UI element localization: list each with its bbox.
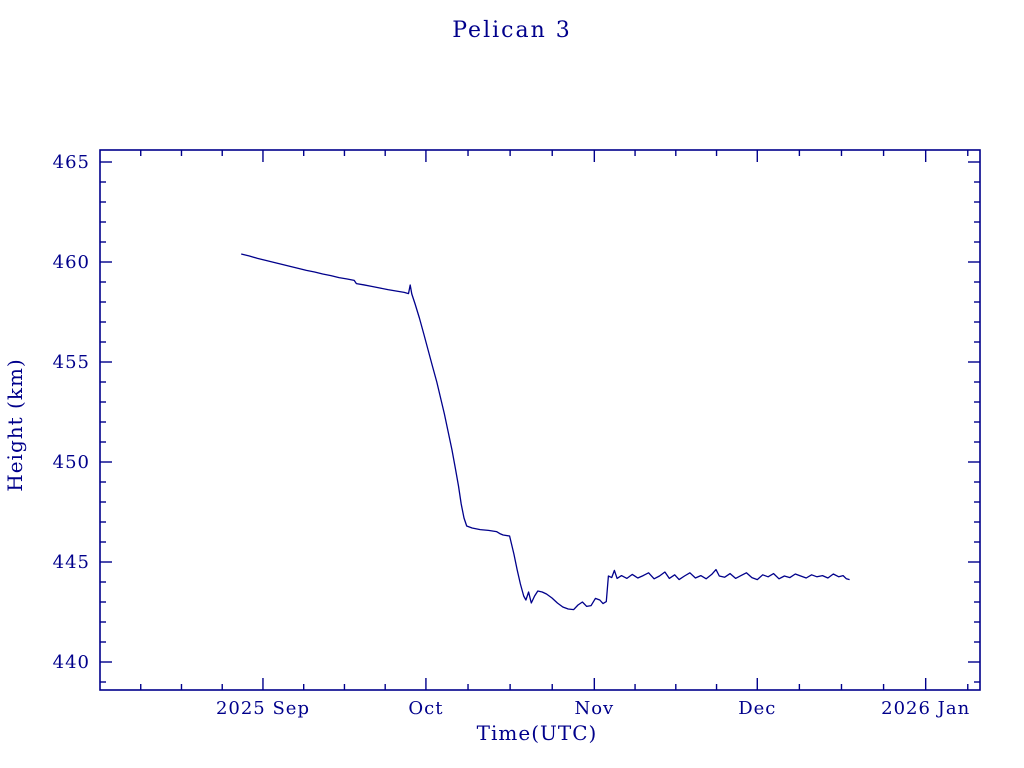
x-tick-label: 2025 Sep <box>216 698 310 719</box>
y-tick-label: 455 <box>53 352 90 373</box>
height-series-line <box>241 253 850 611</box>
x-tick-label: Dec <box>738 698 776 719</box>
x-tick-label: 2026 Jan <box>881 698 970 719</box>
y-tick-label: 440 <box>53 652 90 673</box>
y-tick-label: 445 <box>53 552 90 573</box>
plot-box <box>99 149 981 691</box>
axes <box>99 149 981 691</box>
series-orbit-height <box>241 253 850 611</box>
y-tick-label: 460 <box>53 252 90 273</box>
y-axis-label: Height (km) <box>3 358 27 491</box>
chart-title: Pelican 3 <box>452 18 572 43</box>
x-tick-label: Nov <box>574 698 614 719</box>
x-tick-label: Oct <box>408 698 443 719</box>
x-axis-label: Time(UTC) <box>477 721 598 745</box>
y-tick-label: 450 <box>53 452 90 473</box>
y-tick-label: 465 <box>53 152 90 173</box>
tick-labels: 2025 Sep Oct Nov Dec 2026 Jan 440 445 450 455 460… <box>53 152 970 719</box>
